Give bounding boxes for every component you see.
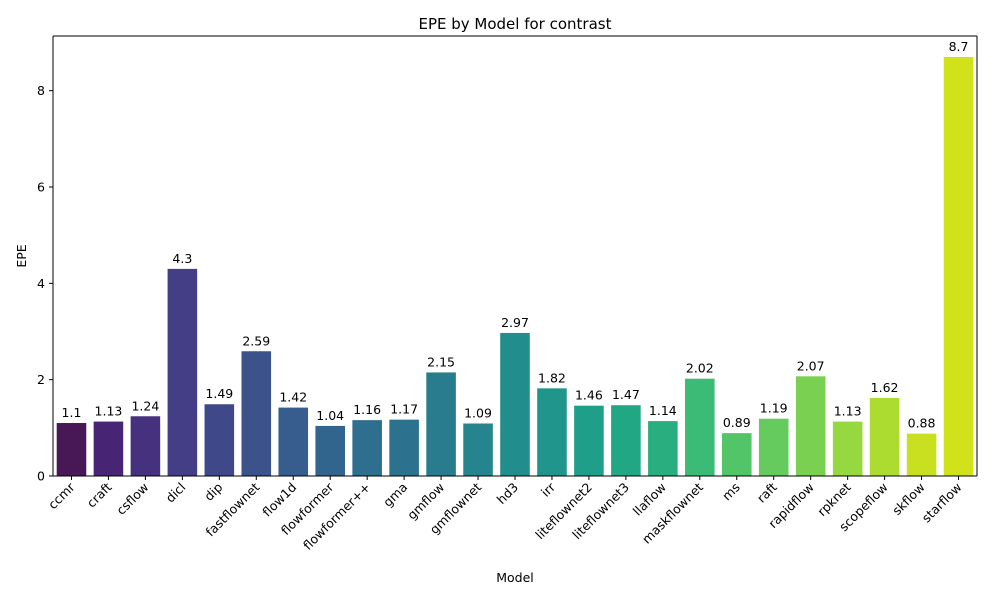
x-tick-label-ccmr: ccmr [45, 479, 78, 512]
bar-craft [93, 421, 124, 476]
bar-value-label-flowformer: 1.04 [316, 408, 344, 423]
bar-rpknet [832, 421, 863, 476]
x-tick-label-flowformer++: flowformer++ [300, 480, 373, 553]
y-axis-title: EPE [14, 244, 29, 267]
bar-flowformer [315, 425, 345, 476]
bar-maskflownet [685, 378, 715, 476]
bar-gmflownet [463, 423, 493, 476]
bar-value-label-flowformer++: 1.16 [353, 402, 381, 417]
bar-gmflow [426, 372, 456, 476]
bar-value-label-gma: 1.17 [390, 402, 418, 417]
bar-value-label-craft: 1.13 [95, 404, 123, 419]
bar-llaflow [648, 421, 678, 476]
bar-flow1d [278, 407, 309, 476]
x-tick-label-hd3: hd3 [494, 480, 521, 507]
bar-value-label-rapidflow: 2.07 [797, 358, 825, 373]
bar-value-label-dip: 1.49 [205, 386, 233, 401]
bar-hd3 [500, 332, 530, 476]
bar-value-label-maskflownet: 2.02 [686, 361, 714, 376]
y-tick-label-8: 8 [37, 83, 45, 98]
bar-value-label-skflow: 0.88 [908, 416, 936, 431]
bar-flowformer++ [352, 420, 382, 476]
bar-value-label-scopeflow: 1.62 [871, 380, 899, 395]
bar-raft [758, 418, 789, 476]
x-tick-label-irr: irr [538, 479, 559, 500]
x-tick-label-dip: dip [201, 479, 225, 503]
x-tick-label-ms: ms [719, 480, 743, 504]
bar-scopeflow [869, 397, 900, 476]
bar-fastflownet [241, 351, 272, 476]
bar-ccmr [56, 423, 87, 476]
y-tick-label-6: 6 [37, 180, 45, 195]
bar-value-label-gmflownet: 1.09 [464, 406, 492, 421]
bar-value-label-ccmr: 1.1 [62, 405, 82, 420]
bar-value-label-raft: 1.19 [760, 401, 788, 416]
bar-value-label-flow1d: 1.42 [279, 390, 307, 405]
x-tick-label-craft: craft [84, 479, 115, 510]
y-tick-label-0: 0 [37, 469, 45, 484]
bar-dicl [167, 268, 198, 476]
x-tick-label-csflow: csflow [113, 480, 151, 518]
bar-liteflownet3 [611, 405, 641, 476]
bar-value-label-csflow: 1.24 [131, 398, 159, 413]
x-tick-label-dicl: dicl [162, 480, 188, 506]
bar-gma [389, 419, 419, 476]
bar-value-label-fastflownet: 2.59 [242, 333, 270, 348]
bar-value-label-irr: 1.82 [538, 370, 566, 385]
x-tick-label-raft: raft [754, 479, 780, 505]
x-tick-label-gma: gma [380, 480, 410, 510]
bar-value-label-gmflow: 2.15 [427, 354, 455, 369]
bar-value-label-liteflownet2: 1.46 [575, 388, 603, 403]
y-tick-label-2: 2 [37, 372, 45, 387]
bar-rapidflow [795, 376, 826, 476]
x-axis-title: Model [496, 570, 534, 585]
bars-layer [56, 56, 974, 476]
bar-liteflownet2 [574, 405, 604, 476]
bar-value-label-starflow: 8.7 [949, 39, 969, 54]
bar-value-label-hd3: 2.97 [501, 315, 529, 330]
bar-dip [204, 404, 235, 476]
bar-value-label-rpknet: 1.13 [834, 404, 862, 419]
y-tick-label-4: 4 [37, 276, 45, 291]
bar-value-label-ms: 0.89 [723, 415, 751, 430]
y-axis: 0 2 4 6 8 [37, 83, 53, 484]
bar-skflow [906, 433, 937, 476]
bar-ms [721, 433, 752, 476]
bar-value-label-llaflow: 1.14 [649, 403, 677, 418]
x-tick-label-starflow: starflow [919, 480, 965, 526]
bar-value-label-liteflownet3: 1.47 [612, 387, 640, 402]
bar-csflow [130, 416, 161, 476]
bar-labels-layer: 1.1 1.13 1.24 4.3 1.49 2.59 1.42 1.04 1.16 1.17 2.… [62, 39, 969, 431]
bar-value-label-dicl: 4.3 [172, 251, 192, 266]
bar-starflow [943, 56, 974, 476]
bar-irr [537, 388, 567, 476]
chart-title: EPE by Model for contrast [418, 15, 611, 33]
